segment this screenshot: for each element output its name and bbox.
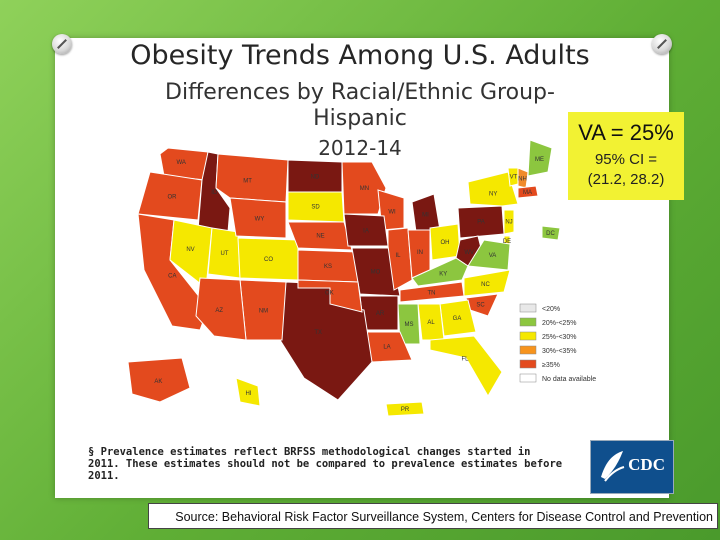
state-label-OH: OH (441, 240, 450, 246)
state-MS (397, 303, 421, 345)
state-label-KS: KS (324, 264, 332, 270)
state-label-IN: IN (417, 250, 423, 256)
state-label-VT: VT (510, 175, 518, 181)
state-label-AR: AR (376, 311, 385, 317)
legend-label-2: 25%-<30% (542, 334, 576, 341)
state-label-SD: SD (311, 205, 320, 211)
state-label-CA: CA (168, 273, 176, 279)
state-label-PR: PR (401, 407, 410, 413)
state-label-NJ: NJ (505, 220, 512, 226)
legend-swatch-5 (519, 373, 537, 383)
state-label-IL: IL (395, 253, 401, 259)
legend-label-5: No data available (542, 376, 596, 383)
state-label-TN: TN (428, 291, 436, 297)
state-label-OR: OR (168, 195, 178, 201)
state-label-TX: TX (314, 330, 322, 336)
state-label-UT: UT (221, 251, 229, 257)
legend-swatch-4 (519, 359, 537, 369)
state-label-NH: NH (518, 177, 527, 183)
legend: <20% 20%-<25% 25%-<30% 30%-<35% ≥35% No … (519, 303, 596, 383)
pin-icon-left (52, 34, 72, 54)
legend-swatch-2 (519, 331, 537, 341)
state-label-MA: MA (523, 190, 532, 196)
state-FL (429, 335, 503, 397)
legend-swatch-0 (519, 303, 537, 313)
subtitle-line2: Hispanic (313, 106, 407, 131)
state-label-SC: SC (476, 303, 485, 309)
state-label-MS: MS (405, 322, 414, 328)
state-label-WY: WY (255, 217, 265, 223)
va-headline: VA = 25% (578, 120, 674, 145)
state-MA (517, 185, 539, 199)
state-label-MO: MO (371, 270, 381, 276)
state-OK (297, 279, 363, 313)
pin-icon-right (652, 34, 672, 54)
state-label-GA: GA (453, 316, 462, 322)
va-callout: VA = 25% 95% CI = (21.2, 28.2) (568, 112, 684, 200)
state-HI (235, 377, 261, 407)
state-label-ME: ME (535, 157, 544, 163)
state-NY (467, 171, 519, 207)
legend-label-4: ≥35% (542, 362, 560, 369)
state-label-AL: AL (427, 320, 435, 326)
state-label-MI: MI (422, 213, 429, 219)
us-map-svg: <20% 20%-<25% 25%-<30% 30%-<35% ≥35% No … (127, 139, 596, 417)
state-label-DC: DC (546, 231, 555, 237)
state-label-MT: MT (243, 178, 252, 184)
state-label-MN: MN (360, 186, 369, 192)
state-PR (385, 401, 425, 417)
state-label-VA: VA (489, 253, 497, 259)
state-DC (541, 225, 561, 241)
source-citation: Source: Behavioral Risk Factor Surveilla… (148, 503, 718, 529)
cdc-logo-text: CDC (628, 455, 665, 474)
state-label-AK: AK (154, 379, 162, 385)
state-label-FL: FL (461, 357, 469, 363)
subtitle-line1: Differences by Racial/Ethnic Group- (165, 80, 555, 105)
state-AK (127, 357, 191, 403)
state-label-ID: ID (211, 190, 218, 196)
legend-swatch-3 (519, 345, 537, 355)
legend-swatch-1 (519, 317, 537, 327)
state-WY (229, 197, 287, 239)
slide-title: Obesity Trends Among U.S. Adults (130, 40, 590, 71)
state-label-DE: DE (503, 239, 511, 245)
hhs-eagle-icon (601, 451, 625, 482)
state-label-WA: WA (176, 160, 185, 166)
subtitle-years: 2012-14 (318, 136, 402, 160)
legend-label-1: 20%-<25% (542, 320, 576, 327)
legend-label-0: <20% (542, 306, 560, 313)
state-NJ (503, 209, 515, 235)
cdc-logo: CDC (590, 440, 674, 494)
va-ci-line1: 95% CI = (594, 151, 658, 168)
state-label-PA: PA (477, 220, 485, 226)
footnote: § Prevalence estimates reflect BRFSS met… (88, 446, 563, 482)
state-ME (527, 139, 553, 177)
state-label-NV: NV (186, 247, 194, 253)
state-NC (463, 269, 511, 297)
state-label-OK: OK (325, 290, 334, 296)
state-AZ (195, 277, 247, 341)
legend-label-3: 30%-<35% (542, 348, 576, 355)
state-KY (411, 257, 469, 287)
state-OR (137, 171, 203, 221)
state-label-NY: NY (489, 192, 497, 198)
state-label-NE: NE (316, 234, 324, 240)
state-label-LA: LA (383, 345, 390, 351)
state-label-NM: NM (259, 309, 268, 315)
state-label-WI: WI (388, 210, 396, 216)
va-ci-line2: (21.2, 28.2) (587, 171, 665, 188)
us-map: <20% 20%-<25% 25%-<30% 30%-<35% ≥35% No … (90, 110, 620, 440)
state-label-ND: ND (311, 175, 320, 181)
state-IL (387, 227, 413, 291)
state-label-AZ: AZ (215, 308, 223, 314)
state-label-IA: IA (363, 229, 369, 235)
state-VA (467, 239, 511, 271)
state-label-KY: KY (439, 272, 447, 278)
state-label-CO: CO (264, 257, 273, 263)
state-label-WV: WV (464, 250, 474, 256)
state-label-NC: NC (481, 282, 490, 288)
state-label-HI: HI (246, 391, 252, 397)
state-MT (215, 153, 289, 203)
